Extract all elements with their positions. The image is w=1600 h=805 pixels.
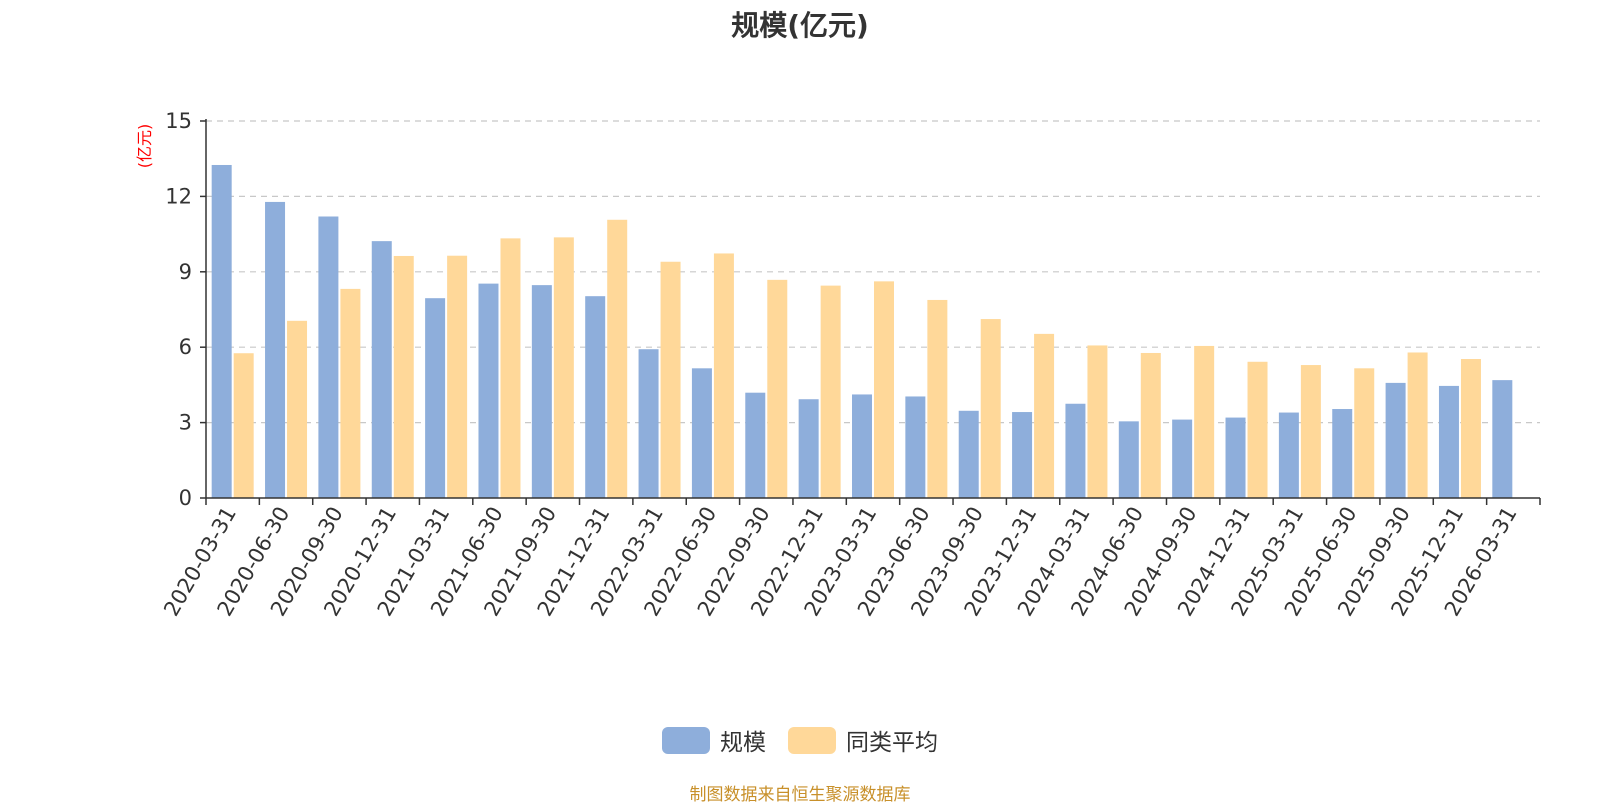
source-note: 制图数据来自恒生聚源数据库 — [689, 785, 911, 805]
bar-peer-average — [713, 253, 734, 498]
chart-title: 规模(亿元) — [731, 9, 869, 42]
bar-peer-average — [340, 288, 361, 498]
y-axis-unit-label: (亿元) — [135, 124, 154, 169]
bar-scale — [425, 298, 446, 498]
legend-label-scale: 规模 — [720, 730, 766, 756]
bar-peer-average — [233, 353, 254, 498]
bar-peer-average — [287, 320, 308, 498]
bar-scale — [211, 164, 232, 498]
bar-scale — [638, 349, 659, 498]
bar-peer-average — [553, 237, 574, 498]
bar-peer-average — [607, 219, 628, 499]
bar-scale — [745, 392, 766, 498]
bar-peer-average — [767, 279, 788, 498]
bar-scale — [1012, 412, 1033, 498]
bar-scale — [265, 201, 286, 499]
bar-peer-average — [1087, 345, 1108, 498]
bar-peer-average — [927, 299, 948, 498]
bar-peer-average — [500, 238, 521, 498]
bar-scale — [371, 241, 392, 498]
bar-scale — [905, 396, 926, 498]
bar-scale — [798, 399, 819, 498]
bar-peer-average — [1460, 359, 1481, 498]
bar-scale — [1278, 412, 1299, 498]
y-tick-label: 12 — [165, 184, 192, 208]
y-tick-label: 0 — [179, 486, 192, 510]
bar-scale — [531, 285, 552, 498]
bar-scale — [318, 216, 339, 499]
bar-peer-average — [1354, 368, 1375, 498]
bar-scale — [1492, 380, 1513, 498]
bar-scale — [852, 394, 872, 498]
legend-item-peer-average[interactable]: 同类平均 — [788, 723, 938, 757]
bar-peer-average — [980, 319, 1001, 498]
y-tick-label: 9 — [179, 260, 192, 284]
bar-scale — [1385, 382, 1406, 498]
bar-peer-average — [1194, 345, 1215, 498]
bar-scale — [1225, 417, 1246, 498]
bar-peer-average — [1034, 333, 1055, 498]
y-tick-label: 3 — [179, 411, 192, 435]
bar-peer-average — [660, 261, 681, 498]
bar-scale — [1118, 421, 1139, 498]
bar-peer-average — [820, 285, 841, 498]
bar-peer-average — [447, 255, 468, 498]
legend-swatch-peer-average — [788, 726, 836, 754]
bar-scale — [958, 410, 979, 498]
bar-scale — [691, 368, 712, 498]
bar-peer-average — [874, 281, 894, 498]
legend-swatch-scale — [662, 726, 710, 754]
bar-scale — [478, 283, 499, 498]
y-tick-label: 6 — [179, 335, 192, 359]
bar-peer-average — [1140, 352, 1161, 498]
bar-scale — [1172, 419, 1193, 498]
bar-peer-average — [1407, 352, 1428, 498]
legend: 规模 同类平均 — [0, 723, 1600, 757]
bar-scale — [1438, 385, 1459, 498]
bar-scale — [1065, 403, 1086, 498]
bar-peer-average — [1247, 361, 1268, 498]
y-tick-label: 15 — [165, 109, 192, 133]
legend-item-scale[interactable]: 规模 — [662, 723, 766, 757]
legend-label-peer-average: 同类平均 — [846, 730, 938, 756]
bar-scale — [585, 296, 606, 498]
bar-scale — [1332, 409, 1353, 498]
bar-peer-average — [1300, 365, 1321, 498]
bar-peer-average — [393, 255, 414, 498]
